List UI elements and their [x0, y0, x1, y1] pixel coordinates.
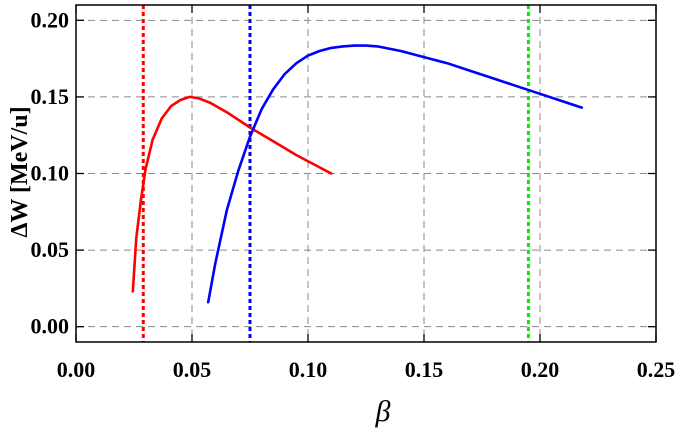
- y-tick-label: 0.20: [31, 7, 70, 32]
- y-tick-label: 0.15: [31, 84, 70, 109]
- x-tick-label: 0.20: [521, 357, 560, 382]
- x-tick-label: 0.00: [57, 357, 96, 382]
- y-tick-label: 0.10: [31, 161, 70, 186]
- reference-lines: [141, 5, 530, 342]
- x-axis-ticks: 0.00 0.05 0.10 0.15 0.20 0.25: [57, 5, 676, 382]
- x-tick-label: 0.10: [289, 357, 328, 382]
- y-tick-label: 0.00: [31, 314, 70, 339]
- y-tick-label: 0.05: [31, 237, 70, 262]
- x-tick-label: 0.25: [637, 357, 676, 382]
- x-tick-label: 0.05: [173, 357, 212, 382]
- x-axis-label: β: [375, 395, 391, 428]
- y-axis-ticks: 0.00 0.05 0.10 0.15 0.20: [31, 7, 656, 339]
- y-axis-label: ΔW [MeV/u]: [7, 106, 33, 237]
- series-line: [131, 95, 333, 293]
- x-tick-label: 0.15: [405, 357, 444, 382]
- series-line: [206, 44, 584, 304]
- grid: [76, 5, 656, 342]
- series-lines: [131, 44, 584, 304]
